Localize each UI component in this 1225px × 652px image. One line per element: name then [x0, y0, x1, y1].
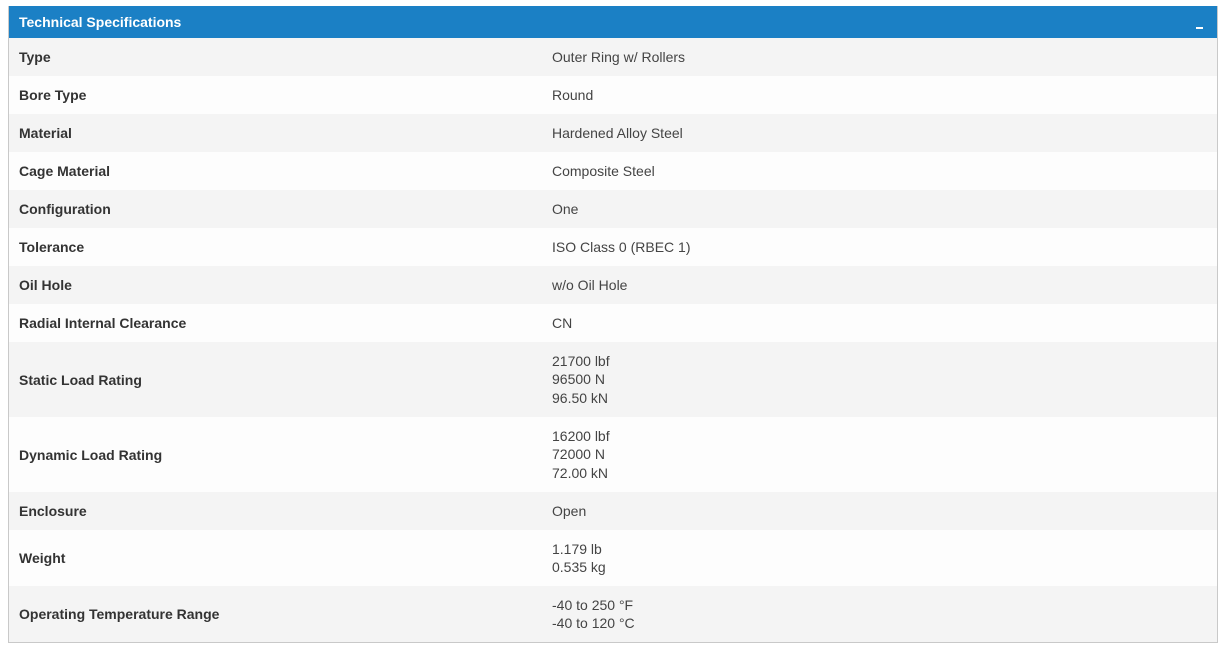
- spec-row-radial-internal-clearance: Radial Internal Clearance CN: [9, 304, 1217, 342]
- spec-value: Hardened Alloy Steel: [552, 124, 683, 141]
- spec-row-weight: Weight 1.179 lb 0.535 kg: [9, 530, 1217, 586]
- spec-value: One: [552, 200, 579, 217]
- spec-row-static-load-rating: Static Load Rating 21700 lbf 96500 N 96.…: [9, 342, 1217, 417]
- spec-value: ISO Class 0 (RBEC 1): [552, 238, 691, 255]
- spec-table: Type Outer Ring w/ Rollers Bore Type Rou…: [9, 38, 1217, 642]
- spec-row-cage-material: Cage Material Composite Steel: [9, 152, 1217, 190]
- spec-row-enclosure: Enclosure Open: [9, 492, 1217, 530]
- spec-value: Open: [552, 502, 587, 519]
- panel-title: Technical Specifications: [19, 14, 182, 30]
- spec-value: 16200 lbf 72000 N 72.00 kN: [552, 427, 610, 481]
- spec-row-bore-type: Bore Type Round: [9, 76, 1217, 114]
- spec-label: Enclosure: [19, 503, 87, 519]
- spec-label: Type: [19, 49, 51, 65]
- minus-icon[interactable]: [1191, 14, 1207, 30]
- spec-label: Dynamic Load Rating: [19, 446, 163, 463]
- spec-label: Operating Temperature Range: [19, 606, 220, 622]
- spec-label: Radial Internal Clearance: [19, 315, 187, 331]
- spec-row-configuration: Configuration One: [9, 190, 1217, 228]
- spec-label: Static Load Rating: [19, 371, 142, 388]
- spec-label: Weight: [19, 550, 66, 566]
- spec-label: Configuration: [19, 201, 111, 217]
- spec-row-oil-hole: Oil Hole w/o Oil Hole: [9, 266, 1217, 304]
- spec-value: CN: [552, 314, 573, 331]
- spec-label: Tolerance: [19, 239, 85, 255]
- spec-value: Outer Ring w/ Rollers: [552, 48, 686, 65]
- spec-label: Material: [19, 125, 72, 141]
- spec-row-operating-temperature-range: Operating Temperature Range -40 to 250 °…: [9, 586, 1217, 642]
- spec-value: -40 to 250 °F -40 to 120 °C: [552, 596, 635, 632]
- spec-value: Round: [552, 86, 594, 103]
- spec-value: 21700 lbf 96500 N 96.50 kN: [552, 352, 610, 406]
- spec-row-material: Material Hardened Alloy Steel: [9, 114, 1217, 152]
- spec-label: Bore Type: [19, 87, 87, 103]
- spec-value: Composite Steel: [552, 162, 655, 179]
- spec-label: Cage Material: [19, 163, 111, 179]
- panel-header[interactable]: Technical Specifications: [9, 6, 1217, 38]
- spec-row-dynamic-load-rating: Dynamic Load Rating 16200 lbf 72000 N 72…: [9, 417, 1217, 492]
- spec-value: 1.179 lb 0.535 kg: [552, 540, 606, 576]
- technical-specifications-panel: Technical Specifications Type Outer Ring…: [8, 6, 1218, 643]
- spec-value: w/o Oil Hole: [552, 276, 628, 293]
- spec-label: Oil Hole: [19, 277, 72, 293]
- spec-row-type: Type Outer Ring w/ Rollers: [9, 38, 1217, 76]
- spec-row-tolerance: Tolerance ISO Class 0 (RBEC 1): [9, 228, 1217, 266]
